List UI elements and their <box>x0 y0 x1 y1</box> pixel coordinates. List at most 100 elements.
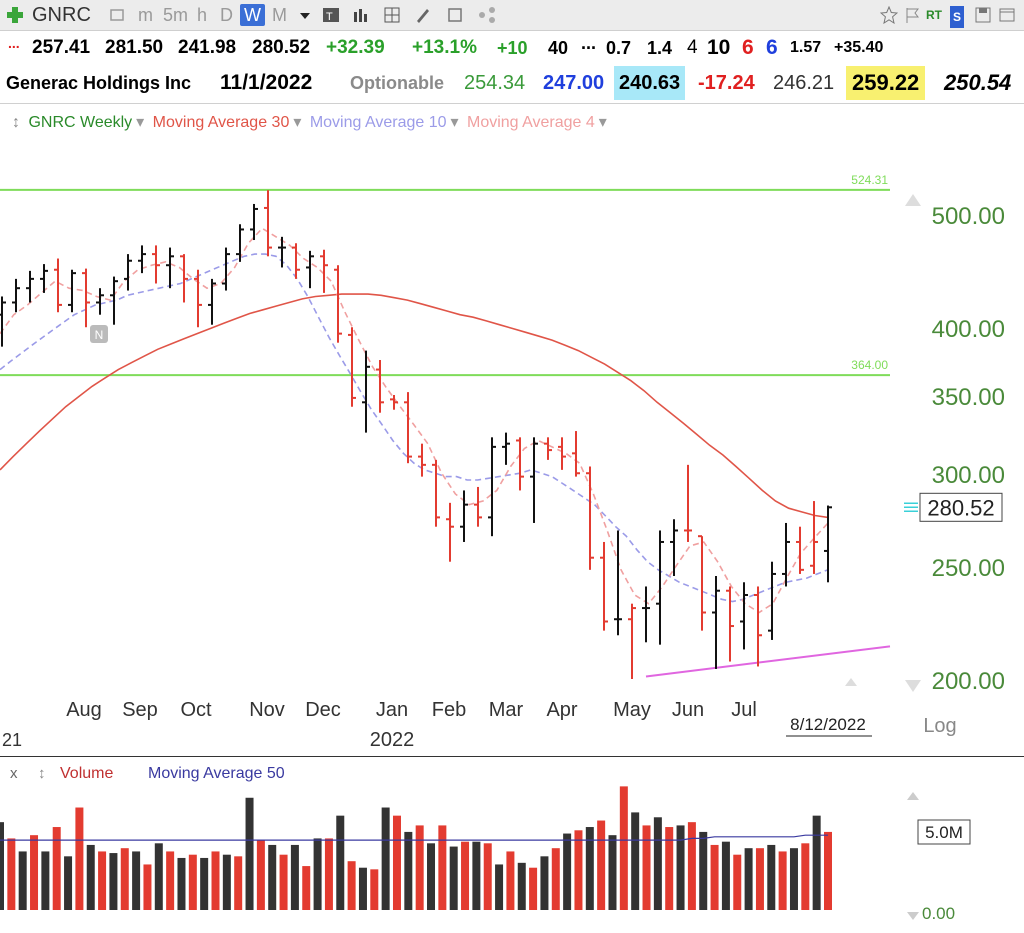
volume-bar <box>188 854 197 910</box>
price-bar <box>530 437 538 523</box>
x-tick-label: Nov <box>249 699 285 721</box>
chevron-down-icon[interactable]: ▾ <box>450 114 459 131</box>
realtime-badge[interactable]: RT <box>926 8 942 22</box>
volume-max-label: 5.0M <box>925 823 963 842</box>
volume-bar <box>472 841 481 910</box>
volume-chart[interactable]: x ↕ Volume Moving Average 50 5.0M 0.00 <box>0 760 1024 933</box>
quote-high: 281.50 <box>105 37 164 58</box>
price-bar <box>138 245 146 274</box>
period-m[interactable]: m <box>138 5 153 25</box>
volume-bar <box>143 864 152 910</box>
x-tick-label: Jul <box>731 699 757 721</box>
volume-bar <box>41 851 50 910</box>
volume-bar <box>812 815 821 910</box>
price-bar <box>488 437 496 537</box>
legend-ma4[interactable]: Moving Average 4 <box>467 114 595 131</box>
move-icon[interactable]: ↕ <box>12 114 20 131</box>
notes-icon[interactable] <box>446 6 464 24</box>
stat-4: 0.7 <box>606 38 632 58</box>
x-tick-label: Feb <box>432 699 466 721</box>
volume-bar <box>120 848 129 910</box>
period-w[interactable]: W <box>240 4 265 26</box>
date-label: 8/12/2022 <box>790 715 866 734</box>
price-bar <box>376 359 384 413</box>
price-bar <box>278 236 286 268</box>
volume-bar <box>211 851 220 910</box>
price-bar <box>222 247 230 291</box>
price-bar <box>96 288 104 315</box>
volume-bar <box>302 866 311 910</box>
last-price-pointer <box>904 502 918 513</box>
flag-icon[interactable] <box>904 6 922 24</box>
symbol-label[interactable]: GNRC <box>32 4 91 26</box>
quote-low: 241.98 <box>178 37 237 58</box>
period-h[interactable]: h <box>197 5 208 25</box>
quote-open: 257.41 <box>32 37 91 58</box>
share-icon[interactable] <box>478 6 496 24</box>
volume-bar <box>132 851 141 910</box>
save-icon[interactable] <box>974 6 992 24</box>
chevron-down-icon[interactable]: ▾ <box>598 114 607 131</box>
price-bar <box>712 576 720 669</box>
text-icon[interactable]: T <box>322 6 340 24</box>
stat-2: 40 <box>548 38 569 58</box>
add-symbol-icon[interactable] <box>6 6 24 24</box>
price-bar <box>810 501 818 574</box>
volume-bar <box>154 843 163 910</box>
price-bar <box>348 327 356 407</box>
chevron-down-icon[interactable] <box>296 6 314 24</box>
x-tick-label: Aug <box>66 699 102 721</box>
price-bar <box>306 250 314 289</box>
price-bar <box>754 586 762 667</box>
volume-bar <box>268 844 277 910</box>
legend-ma30[interactable]: Moving Average 30 <box>152 114 290 131</box>
volume-bar <box>75 807 84 910</box>
volume-bar <box>313 838 322 910</box>
price-bar <box>334 265 342 343</box>
y-tick-label: 500.00 <box>932 203 1005 230</box>
quote-ellipsis: ... <box>8 35 20 51</box>
value-1: 254.34 <box>464 72 526 94</box>
price-bar <box>614 530 622 636</box>
price-bar <box>432 459 440 527</box>
scroll-down-icon <box>907 912 919 920</box>
price-bar <box>670 519 678 577</box>
x-edge-label: 21 <box>2 730 22 750</box>
volume-bar <box>824 831 832 910</box>
quote-date: 11/1/2022 <box>220 71 313 94</box>
chevron-down-icon[interactable]: ▾ <box>136 114 145 131</box>
window-icon[interactable] <box>998 6 1016 24</box>
price-chart[interactable]: 524.31 364.00 500.00 400.00 350.00 300.00 250… <box>0 134 1024 754</box>
volume-zero-label: 0.00 <box>922 904 955 923</box>
s-badge[interactable]: S <box>950 6 965 28</box>
price-bar <box>0 296 6 347</box>
star-icon[interactable] <box>880 6 898 24</box>
legend-ma10[interactable]: Moving Average 10 <box>309 114 447 131</box>
grid-add-icon[interactable] <box>383 6 401 24</box>
volume-bar <box>687 822 696 910</box>
volume-bar <box>52 827 61 910</box>
period-5m[interactable]: 5m <box>163 5 189 25</box>
volume-ma-line <box>0 834 828 841</box>
volume-ma-legend: Moving Average 50 <box>148 765 285 782</box>
price-bar <box>460 490 468 542</box>
scroll-up-icon <box>907 792 919 800</box>
period-month[interactable]: M <box>272 5 287 25</box>
pencil-icon[interactable] <box>414 6 432 24</box>
price-bar <box>208 278 216 325</box>
cube-icon[interactable] <box>108 6 126 24</box>
volume-bar <box>767 844 776 910</box>
volume-bar <box>653 817 662 910</box>
price-bar <box>320 249 328 293</box>
chevron-down-icon[interactable]: ▾ <box>293 114 302 131</box>
period-d[interactable]: D <box>220 5 233 25</box>
bar-chart-icon[interactable] <box>352 6 370 24</box>
stat-11: +35.40 <box>834 39 884 56</box>
volume-bar <box>222 854 231 910</box>
move-icon: ↕ <box>38 765 46 782</box>
price-bar <box>544 437 552 460</box>
volume-bar <box>245 797 254 910</box>
legend-series[interactable]: GNRC Weekly <box>28 114 133 131</box>
price-bar <box>628 603 636 679</box>
volume-bar <box>7 838 16 910</box>
